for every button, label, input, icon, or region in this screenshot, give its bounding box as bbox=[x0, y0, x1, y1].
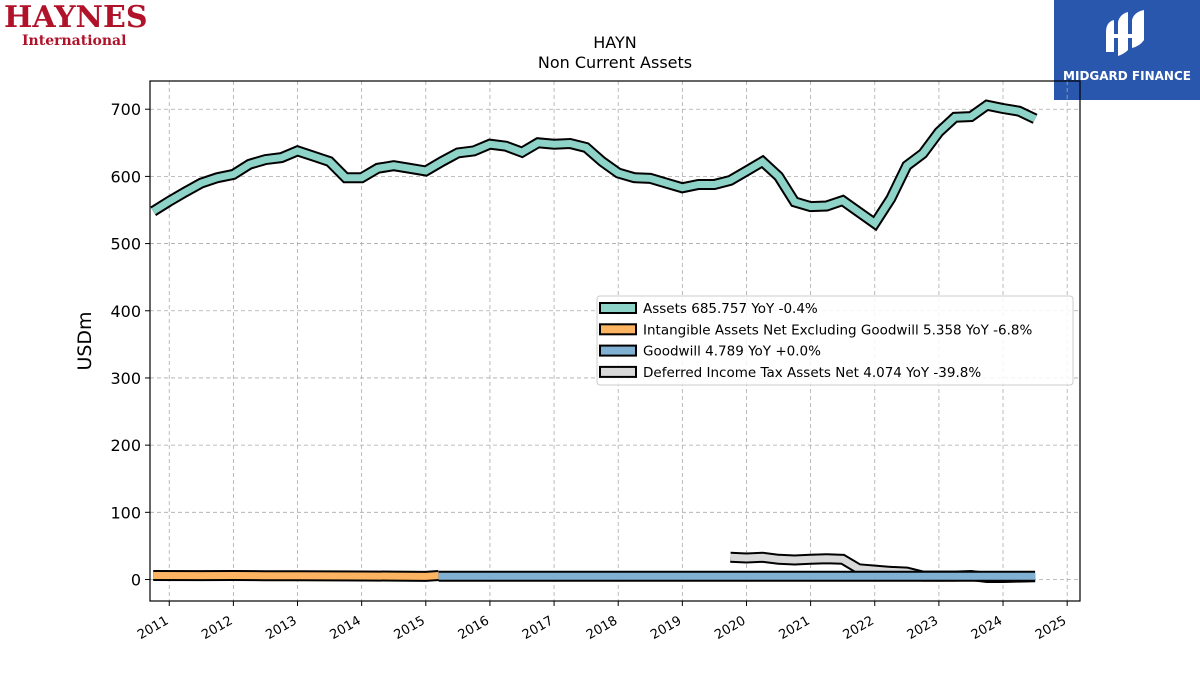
haynes-logo: HAYNES International bbox=[4, 2, 164, 50]
x-tick-label: 2020 bbox=[712, 613, 748, 643]
x-tick-label: 2019 bbox=[648, 613, 684, 643]
haynes-logo-sub: International bbox=[22, 33, 127, 49]
x-tick-label: 2018 bbox=[584, 613, 620, 643]
assets-line bbox=[151, 101, 1037, 229]
midgard-finance-logo: MIDGARD FINANCE bbox=[1054, 0, 1200, 100]
series-layer bbox=[150, 99, 1038, 583]
legend: Assets 685.757 YoY -0.4% Intangible Asset… bbox=[596, 295, 1074, 386]
x-tick-label: 2023 bbox=[905, 613, 941, 643]
chart-subtitle: Non Current Assets bbox=[538, 53, 692, 72]
midgard-emblem-icon bbox=[1106, 10, 1144, 56]
legend-entry-deferred-income-tax-assets-net: Deferred Income Tax Assets Net 4.074 YoY… bbox=[643, 365, 981, 381]
legend-swatch-assets bbox=[599, 302, 637, 314]
midgard-logo-text: MIDGARD FINANCE bbox=[1063, 69, 1191, 83]
y-tick-label: 400 bbox=[110, 302, 141, 321]
legend-swatch-intangible-assets-net-excluding-goodwill bbox=[599, 323, 637, 336]
x-tick-label: 2014 bbox=[327, 613, 363, 643]
y-axis: 0 100 200 300 400 500 600 700 bbox=[110, 100, 150, 590]
x-tick-label: 2021 bbox=[776, 613, 812, 643]
x-axis: 2011 2012 2013 2014 2015 2016 2017 2018 2019 2020… bbox=[135, 601, 1069, 643]
legend-entry-goodwill: Goodwill 4.789 YoY +0.0% bbox=[643, 344, 821, 360]
y-tick-label: 300 bbox=[110, 369, 141, 388]
legend-entry-intangible-assets-net-excluding-goodwill: Intangible Assets Net Excluding Goodwill… bbox=[643, 322, 1033, 338]
legend-box bbox=[596, 295, 1074, 386]
haynes-logo-main: HAYNES bbox=[4, 0, 148, 35]
legend-entry-assets: Assets 685.757 YoY -0.4% bbox=[643, 301, 818, 317]
assets-line-outline bbox=[150, 99, 1038, 232]
plot-frame bbox=[149, 80, 1081, 602]
y-tick-label: 0 bbox=[131, 571, 141, 590]
x-tick-label: 2022 bbox=[841, 613, 877, 643]
x-tick-label: 2015 bbox=[392, 613, 428, 643]
chart-title: HAYN bbox=[593, 33, 636, 52]
x-tick-label: 2012 bbox=[199, 613, 235, 643]
x-tick-label: 2013 bbox=[263, 613, 299, 643]
intangible-assets-net-excluding-goodwill-line bbox=[153, 571, 439, 580]
x-tick-label: 2016 bbox=[456, 613, 492, 643]
y-tick-label: 700 bbox=[110, 100, 141, 119]
y-axis-label: USDm bbox=[74, 311, 96, 370]
y-tick-label: 200 bbox=[110, 436, 141, 455]
legend-swatch-goodwill bbox=[599, 344, 637, 357]
y-tick-label: 500 bbox=[110, 235, 141, 254]
x-tick-label: 2024 bbox=[969, 613, 1005, 643]
y-tick-label: 100 bbox=[110, 503, 141, 522]
x-tick-label: 2017 bbox=[520, 613, 556, 643]
x-tick-label: 2025 bbox=[1033, 613, 1069, 643]
y-tick-label: 600 bbox=[110, 167, 141, 186]
x-tick-label: 2011 bbox=[135, 613, 171, 643]
legend-swatch-deferred-income-tax-assets-net bbox=[599, 365, 637, 378]
